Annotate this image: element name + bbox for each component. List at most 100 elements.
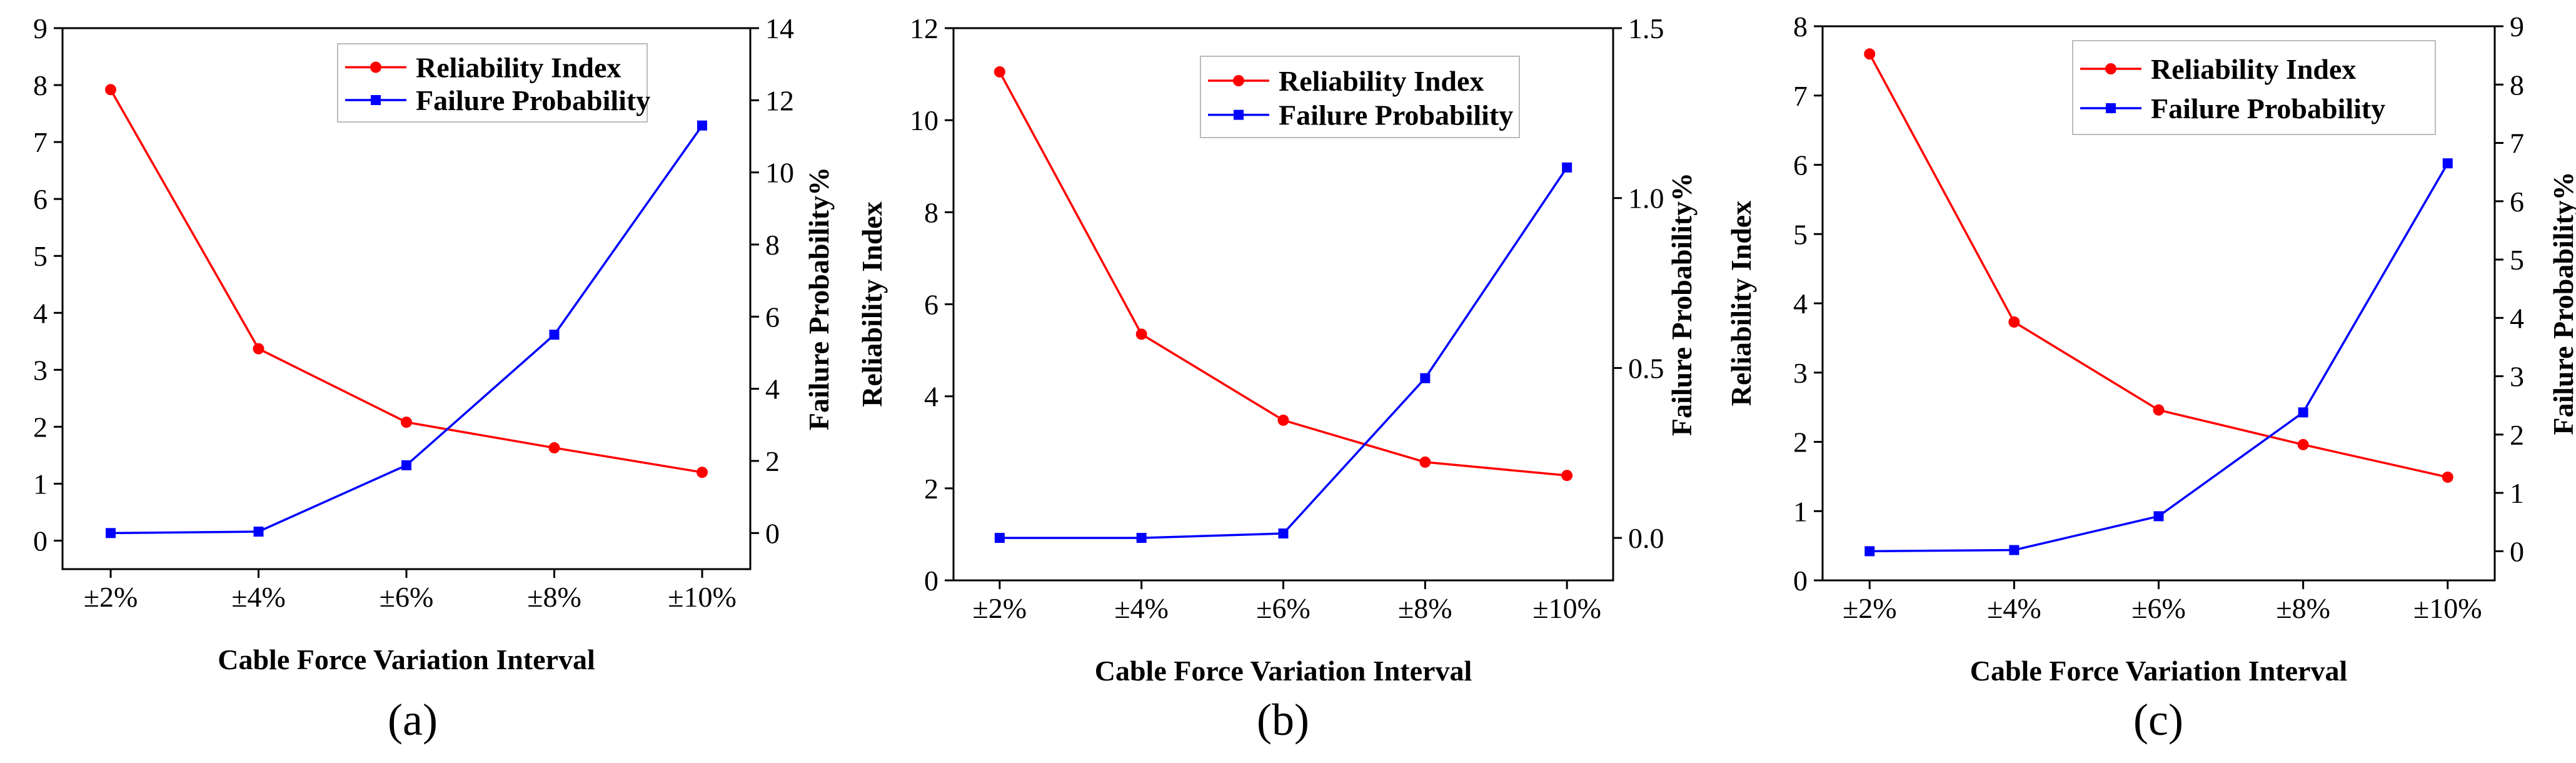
- reliability-index-point: [2008, 316, 2020, 328]
- panel-label: (a): [388, 695, 438, 745]
- x-tick-label: ±2%: [84, 581, 138, 613]
- right-y-tick-label: 1.0: [1628, 183, 1664, 215]
- left-y-tick-label: 6: [924, 289, 938, 321]
- failure-probability-point: [106, 528, 116, 538]
- series-line-failure-probability: [110, 124, 703, 535]
- x-axis-label: Cable Force Variation Interval: [1095, 655, 1472, 687]
- x-tick-label: ±10%: [668, 581, 737, 613]
- right-y-tick-label: 7: [2510, 128, 2524, 159]
- legend-label: Failure Probability: [1279, 99, 1513, 131]
- right-y-tick-label: 5: [2510, 244, 2524, 276]
- right-y-tick-label: 0.0: [1628, 522, 1664, 554]
- failure-probability-point: [1278, 528, 1289, 539]
- left-y-tick-label: 12: [910, 13, 938, 44]
- right-y-axis-label: Failure Probability%: [2547, 171, 2576, 435]
- failure-probability-point: [1864, 546, 1875, 557]
- right-y-axis-label: Failure Probability%: [1666, 173, 1698, 436]
- left-y-tick-label: 7: [1793, 80, 1808, 112]
- legend-label: Reliability Index: [416, 52, 621, 84]
- legend-label: Failure Probability: [416, 84, 650, 116]
- left-y-tick-label: 0: [1793, 565, 1808, 597]
- left-y-tick-label: 3: [1793, 357, 1808, 389]
- chart-panel-a: ±2% ±4% ±6% ±8% ±10%012345678902468101214Cab…: [33, 13, 835, 745]
- x-tick-label: ±8%: [527, 581, 581, 613]
- left-y-tick-label: 2: [1793, 427, 1808, 458]
- right-y-tick-label: 8: [2510, 69, 2524, 101]
- legend-circle-marker: [1233, 75, 1244, 86]
- legend-box: [337, 43, 648, 123]
- reliability-index-point: [253, 343, 264, 355]
- failure-probability-point: [2298, 407, 2308, 418]
- right-y-tick-label: 14: [765, 13, 794, 44]
- left-y-tick-label: 0: [924, 565, 938, 597]
- failure-probability-point: [1420, 373, 1431, 383]
- left-y-tick-label: 3: [33, 354, 48, 386]
- failure-probability-point: [1136, 533, 1147, 543]
- left-y-tick-label: 9: [33, 13, 48, 44]
- x-tick-label: ±8%: [2276, 592, 2330, 624]
- right-y-tick-label: 8: [765, 229, 780, 261]
- left-y-tick-label: 2: [924, 473, 938, 505]
- x-tick-label: ±6%: [1256, 592, 1311, 624]
- failure-probability-point: [253, 527, 264, 537]
- reliability-index-point: [105, 84, 116, 96]
- reliability-index-point: [2153, 404, 2165, 416]
- right-y-tick-label: 12: [765, 84, 794, 116]
- reliability-index-point: [1561, 470, 1573, 482]
- left-y-tick-label: 5: [33, 240, 48, 272]
- panel-label: (b): [1257, 695, 1309, 745]
- right-y-tick-label: 10: [765, 157, 794, 189]
- failure-probability-point: [2153, 511, 2164, 522]
- reliability-index-point: [401, 417, 412, 428]
- left-y-tick-label: 5: [1793, 218, 1808, 250]
- left-y-tick-label: 1: [1793, 495, 1808, 527]
- reliability-index-point: [548, 442, 560, 454]
- x-axis-label: Cable Force Variation Interval: [218, 644, 595, 675]
- x-tick-label: ±10%: [1532, 592, 1601, 624]
- right-y-tick-label: 1.5: [1628, 13, 1664, 44]
- reliability-index-point: [2442, 471, 2453, 483]
- legend-square-marker: [2106, 103, 2116, 113]
- right-y-tick-label: 0: [765, 517, 780, 549]
- x-tick-label: ±6%: [2131, 592, 2186, 624]
- chart-panel-b: ±2% ±4% ±6% ±8% ±10% 0 2 4 6 8 10 12 0.0 0.5 1.0 1.5 Cab…: [856, 13, 1698, 745]
- left-y-tick-label: 1: [33, 468, 48, 500]
- legend-label: Reliability Index: [2151, 53, 2356, 85]
- right-y-tick-label: 0.5: [1628, 352, 1664, 384]
- right-y-tick-label: 3: [2510, 361, 2524, 393]
- series-line-reliability-index: [109, 89, 703, 473]
- left-y-axis-label: Reliability Index: [1725, 201, 1757, 406]
- legend-circle-marker: [2105, 63, 2116, 74]
- left-y-tick-label: 8: [924, 196, 938, 228]
- legend-box: [2072, 40, 2436, 135]
- right-y-tick-label: 2: [2510, 419, 2524, 451]
- x-tick-label: ±8%: [1398, 592, 1452, 624]
- series-line-failure-probability: [999, 166, 1568, 539]
- failure-probability-point: [697, 120, 707, 131]
- legend-box: [1200, 56, 1520, 138]
- right-y-axis-label: Failure Probability%: [803, 167, 835, 430]
- legend-label: Failure Probability: [2151, 93, 2385, 124]
- legend-square-marker: [371, 95, 381, 105]
- left-y-tick-label: 6: [1793, 149, 1808, 181]
- left-y-tick-label: 4: [924, 381, 938, 413]
- legend-square-marker: [1234, 109, 1244, 120]
- left-y-tick-label: 2: [33, 411, 48, 443]
- left-y-tick-label: 10: [910, 104, 938, 136]
- left-y-tick-label: 4: [1793, 288, 1808, 320]
- reliability-index-point: [1277, 414, 1289, 426]
- legend: Reliability Index Failure Probability: [2072, 40, 2436, 135]
- failure-probability-point: [994, 533, 1005, 543]
- x-tick-label: ±2%: [1843, 592, 1897, 624]
- right-y-tick-label: 6: [765, 301, 780, 333]
- right-y-tick-label: 1: [2510, 477, 2524, 509]
- failure-probability-point: [2009, 545, 2020, 555]
- x-axis-label: Cable Force Variation Interval: [1970, 655, 2347, 687]
- left-y-tick-label: 0: [33, 525, 48, 557]
- x-tick-label: ±10%: [2413, 592, 2482, 624]
- right-y-tick-label: 4: [765, 373, 780, 405]
- x-tick-label: ±2%: [973, 592, 1027, 624]
